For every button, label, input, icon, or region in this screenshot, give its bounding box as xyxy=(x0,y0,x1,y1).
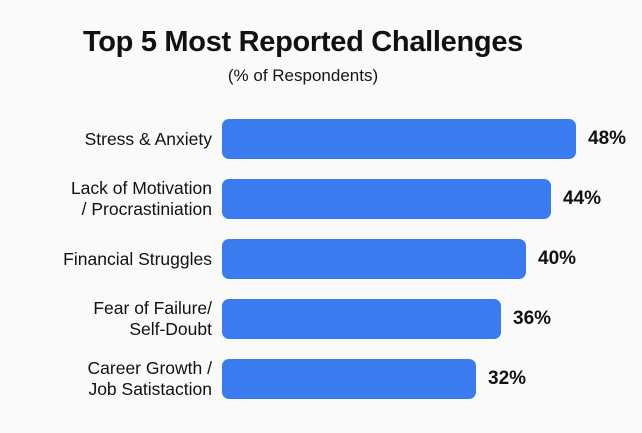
horizontal-bar-chart: Stress & Anxiety 48% Lack of Motivation … xyxy=(0,109,626,409)
bar-row: Financial Struggles 40% xyxy=(0,229,606,289)
bar-track xyxy=(222,359,476,399)
bar xyxy=(222,119,576,159)
bar-track xyxy=(222,299,501,339)
category-label: Lack of Motivation / Procrastiniation xyxy=(70,178,212,219)
bar-track xyxy=(222,179,551,219)
bar-row: Career Growth / Job Satistaction 32% xyxy=(0,349,606,409)
bar-track xyxy=(222,239,526,279)
value-label: 40% xyxy=(538,248,577,269)
bar-row: Fear of Failure/ Self-Doubt 36% xyxy=(0,289,606,349)
bar-track xyxy=(222,119,576,159)
bar-row: Lack of Motivation / Procrastiniation 44… xyxy=(0,169,606,229)
chart-subtitle: (% of Respondents) xyxy=(227,66,379,85)
bar-row: Stress & Anxiety 48% xyxy=(0,109,626,169)
value-label: 44% xyxy=(563,188,602,209)
bar xyxy=(222,359,476,399)
bar xyxy=(222,239,526,279)
category-label: Financial Struggles xyxy=(63,248,212,269)
category-label: Career Growth / Job Satistaction xyxy=(87,358,212,399)
bar xyxy=(222,179,551,219)
value-label: 36% xyxy=(513,308,552,329)
category-label: Stress & Anxiety xyxy=(84,128,212,149)
value-label: 32% xyxy=(488,368,527,389)
chart-title: Top 5 Most Reported Challenges xyxy=(82,26,523,58)
bar xyxy=(222,299,501,339)
category-label: Fear of Failure/ Self-Doubt xyxy=(93,298,212,339)
value-label: 48% xyxy=(588,128,627,149)
